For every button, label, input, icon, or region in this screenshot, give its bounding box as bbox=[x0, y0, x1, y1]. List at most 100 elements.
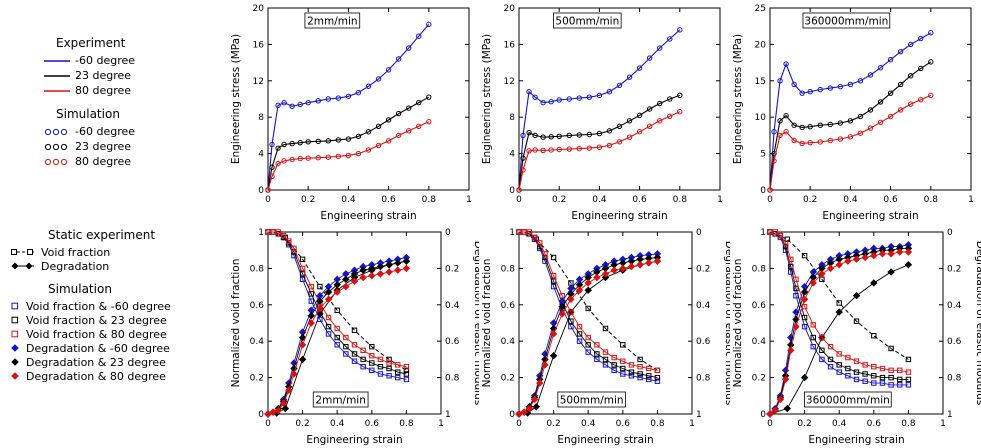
y-tick-label: 1 bbox=[509, 228, 515, 238]
chart-title: 2mm/min bbox=[307, 16, 357, 28]
legend-experiment-items: -60 degree 23 degree 80 degree bbox=[42, 53, 135, 98]
legend-item: Degradation & -60 degree bbox=[8, 341, 171, 355]
series-23-degree-experiment-line-and-simulation-circles bbox=[516, 92, 683, 193]
y-right-tick-label: 0.2 bbox=[947, 264, 961, 274]
series-simulation-degradation-80-degree bbox=[264, 264, 411, 418]
chart-title-box: 500mm/min bbox=[553, 12, 622, 29]
chart-title: 500mm/min bbox=[560, 395, 624, 407]
y-right-tick-label: 0.4 bbox=[947, 301, 962, 311]
y-axis-right-label: Degradation of elastic modulus bbox=[472, 241, 479, 405]
y-axis-label: Normalized void fraction bbox=[732, 259, 744, 388]
x-tick-label: 0.2 bbox=[546, 419, 560, 429]
line-marker-sample bbox=[44, 89, 70, 92]
x-tick-label: 0.2 bbox=[295, 419, 309, 429]
y-axis-right-label: Degradation of elastic modulus bbox=[723, 241, 730, 405]
x-tick-label: 0 bbox=[516, 419, 522, 429]
x-tick-label: 0 bbox=[767, 419, 773, 429]
series-80-degree-experiment-line-and-simulation-circles bbox=[265, 119, 432, 193]
y-tick-label: 0.8 bbox=[250, 264, 265, 274]
y-tick-label: 0.4 bbox=[752, 337, 767, 347]
diamond-marker-sample bbox=[11, 372, 19, 380]
y-axis-label: Engineering stress (MPa) bbox=[481, 34, 493, 164]
y-right-tick-label: 1 bbox=[445, 410, 451, 420]
chart-void-degradation-500mm-min: 0 0.2 0.4 0.6 0.8 1 0 1 0.2 0.8 0.4 0.6 0.6 0.4 0.8 0.2… bbox=[481, 228, 730, 446]
x-tick-label: 0.2 bbox=[552, 195, 566, 205]
legend-item: Void fraction & 80 degree bbox=[8, 327, 171, 341]
y-right-tick-label: 0.6 bbox=[696, 337, 711, 347]
legend-item-label: -60 degree bbox=[75, 125, 136, 138]
legend-item-label: 80 degree bbox=[75, 155, 132, 168]
legend-item-label: Void fraction & 80 degree bbox=[26, 327, 167, 341]
circles-marker-sample bbox=[44, 143, 68, 150]
legend-item: Degradation & 80 degree bbox=[8, 369, 171, 383]
x-tick-label: 0.8 bbox=[650, 419, 665, 429]
x-axis-label: Engineering strain bbox=[320, 210, 416, 222]
y-tick-label: 8 bbox=[509, 113, 515, 123]
legend-item: Void fraction & 23 degree bbox=[8, 313, 171, 327]
y-right-tick-label: 0 bbox=[696, 228, 702, 238]
y-tick-label: 0.4 bbox=[250, 337, 265, 347]
legend-item-label: 23 degree bbox=[75, 140, 132, 153]
y-tick-label: 10 bbox=[755, 113, 767, 123]
y-tick-label: 0.6 bbox=[752, 301, 767, 311]
x-tick-label: 0.6 bbox=[632, 195, 647, 205]
diamond-pair-marker-sample bbox=[11, 262, 34, 270]
y-axis-label: Normalized void fraction bbox=[481, 259, 493, 388]
legend-item-label: Void fraction bbox=[41, 245, 111, 259]
x-axis-label: Engineering strain bbox=[808, 434, 904, 446]
y-right-tick-label: 1 bbox=[696, 410, 702, 420]
series-static-experiment-void-fraction bbox=[265, 229, 410, 374]
chart-title: 500mm/min bbox=[555, 16, 619, 28]
series-simulation-degradation-80-degree bbox=[515, 257, 662, 418]
chart-title: 2mm/min bbox=[315, 395, 365, 407]
legend-experiment-title: Experiment bbox=[56, 36, 126, 50]
y-axis-label: Normalized void fraction bbox=[230, 259, 242, 388]
y-tick-label: 0 bbox=[509, 186, 515, 196]
legend-simulation-title: Simulation bbox=[56, 107, 120, 121]
x-tick-label: 0.4 bbox=[581, 419, 596, 429]
x-tick-label: 0.8 bbox=[901, 419, 916, 429]
x-tick-label: 1 bbox=[940, 419, 946, 429]
series--60-degree-experiment-line-and-simulation-circles bbox=[516, 27, 683, 193]
x-tick-label: 1 bbox=[689, 419, 695, 429]
y-tick-label: 0 bbox=[258, 186, 264, 196]
y-tick-label: 16 bbox=[253, 40, 265, 50]
y-right-tick-label: 0.6 bbox=[445, 337, 460, 347]
square-marker-sample bbox=[11, 330, 19, 338]
legend-static-items: Void fraction Degradation bbox=[8, 245, 171, 273]
x-tick-label: 0.4 bbox=[592, 195, 607, 205]
y-tick-label: 0.6 bbox=[501, 301, 516, 311]
chart-title: 360000mm/min bbox=[804, 16, 888, 28]
y-tick-label: 15 bbox=[755, 77, 766, 87]
series--60-degree-experiment-line-and-simulation-circles bbox=[767, 30, 934, 193]
legend-static-block: Static experiment Void fraction Degradati… bbox=[8, 226, 171, 392]
x-tick-label: 0.8 bbox=[924, 195, 939, 205]
chart-title-box: 360000mm/min bbox=[802, 12, 891, 29]
legend-item: 80 degree bbox=[42, 154, 135, 169]
y-tick-label: 0 bbox=[760, 410, 766, 420]
x-tick-label: 0.6 bbox=[381, 195, 396, 205]
square-marker-sample bbox=[11, 316, 19, 324]
x-tick-label: 1 bbox=[438, 419, 444, 429]
series-80-degree-experiment-line-and-simulation-circles bbox=[516, 109, 683, 193]
legend-item: 23 degree bbox=[42, 68, 135, 83]
legend-item: -60 degree bbox=[42, 124, 135, 139]
legend-item-label: Void fraction & 23 degree bbox=[26, 313, 167, 327]
chart-title-box: 360000mm/min bbox=[804, 391, 892, 408]
y-tick-label: 20 bbox=[755, 40, 767, 50]
y-tick-label: 4 bbox=[509, 150, 515, 160]
square-marker-sample bbox=[11, 302, 19, 310]
x-tick-label: 0.6 bbox=[616, 419, 631, 429]
y-right-tick-label: 0 bbox=[445, 228, 451, 238]
x-tick-label: 0.8 bbox=[422, 195, 437, 205]
y-tick-label: 12 bbox=[504, 77, 515, 87]
y-tick-label: 5 bbox=[760, 150, 766, 160]
x-tick-label: 0 bbox=[265, 419, 271, 429]
diamond-marker-sample bbox=[11, 358, 19, 366]
legend-item: Degradation bbox=[8, 259, 171, 273]
legend-item-label: -60 degree bbox=[75, 54, 136, 67]
circles-marker-sample bbox=[44, 128, 68, 135]
y-tick-label: 0.6 bbox=[250, 301, 265, 311]
series-simulation-void-fraction-80-degree bbox=[767, 229, 912, 375]
